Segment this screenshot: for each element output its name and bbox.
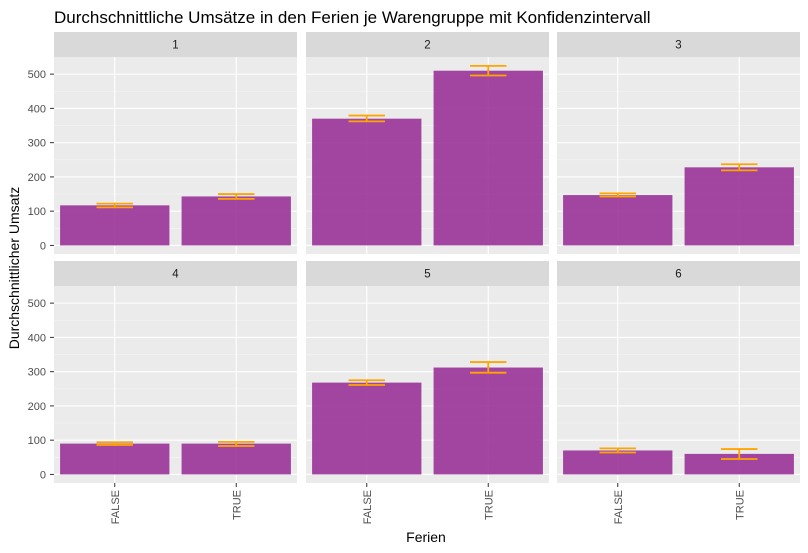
facet-panels: 1 0 100 200 300 400 500 2 3 4 0 100 200 300 400 500 FALS… [28, 32, 800, 524]
y-tick-label: 100 [28, 435, 46, 447]
facet-strip-label: 2 [424, 40, 430, 52]
y-tick-label: 400 [28, 332, 46, 344]
facet-panel-2: 2 [306, 32, 549, 254]
y-tick-label: 300 [28, 138, 46, 150]
bar-true [181, 196, 291, 246]
y-tick-label: 0 [40, 469, 46, 481]
bar-false [60, 443, 170, 475]
facet-strip [557, 32, 800, 57]
y-tick-label: 200 [28, 172, 46, 184]
error-bar [599, 192, 636, 198]
panel-background [557, 286, 800, 483]
error-bar [218, 193, 255, 200]
y-axis-title: Durchschnittlicher Umsatz [6, 187, 22, 350]
x-tick-label: TRUE [231, 490, 243, 520]
facet-panel-3: 3 [557, 32, 800, 254]
facet-panel-1: 1 0 100 200 300 400 500 [28, 32, 297, 254]
x-tick-label: TRUE [734, 490, 746, 520]
y-tick-label: 200 [28, 401, 46, 413]
y-tick-label: 400 [28, 103, 46, 115]
facet-panel-6: 6 FALSE TRUE [557, 261, 800, 524]
y-tick-label: 0 [40, 240, 46, 252]
error-bar [470, 65, 507, 77]
error-bar [599, 447, 636, 454]
facet-strip [54, 32, 297, 57]
facet-strip [306, 261, 549, 286]
error-bar [721, 163, 758, 172]
facet-strip-label: 5 [424, 269, 430, 281]
bar-true [181, 443, 291, 475]
bar-true [433, 367, 543, 475]
x-tick-label: TRUE [483, 490, 495, 520]
x-axis-title: Ferien [406, 529, 446, 545]
bar-true [684, 167, 794, 246]
bar-false [312, 118, 422, 246]
facet-panel-5: 5 FALSE TRUE [306, 261, 549, 524]
facet-strip-label: 4 [172, 269, 179, 281]
bar-false [563, 450, 673, 475]
bar-false [563, 195, 673, 246]
error-bar [96, 202, 133, 209]
error-bar [348, 114, 385, 123]
facet-strip [306, 32, 549, 57]
bar-false [60, 205, 170, 246]
bar-true [684, 453, 794, 475]
x-tick-label: FALSE [110, 490, 122, 524]
error-bar [218, 440, 255, 447]
chart-title: Durchschnittliche Umsätze in den Ferien … [54, 8, 651, 27]
facet-strip [557, 261, 800, 286]
error-bar [721, 448, 758, 460]
bar-true [433, 70, 543, 246]
error-bar [470, 361, 507, 374]
y-tick-label: 500 [28, 69, 46, 81]
facet-panel-4: 4 0 100 200 300 400 500 FALSE TRUE [28, 261, 297, 524]
y-tick-label: 500 [28, 298, 46, 310]
error-bar [96, 441, 133, 446]
y-tick-label: 100 [28, 206, 46, 218]
facet-strip-label: 1 [172, 40, 178, 52]
facet-strip [54, 261, 297, 286]
x-tick-label: FALSE [362, 490, 374, 524]
bar-false [312, 382, 422, 475]
facet-strip-label: 3 [675, 40, 681, 52]
facet-strip-label: 6 [675, 269, 681, 281]
error-bar [348, 379, 385, 386]
y-tick-label: 300 [28, 367, 46, 379]
x-tick-label: FALSE [613, 490, 625, 524]
